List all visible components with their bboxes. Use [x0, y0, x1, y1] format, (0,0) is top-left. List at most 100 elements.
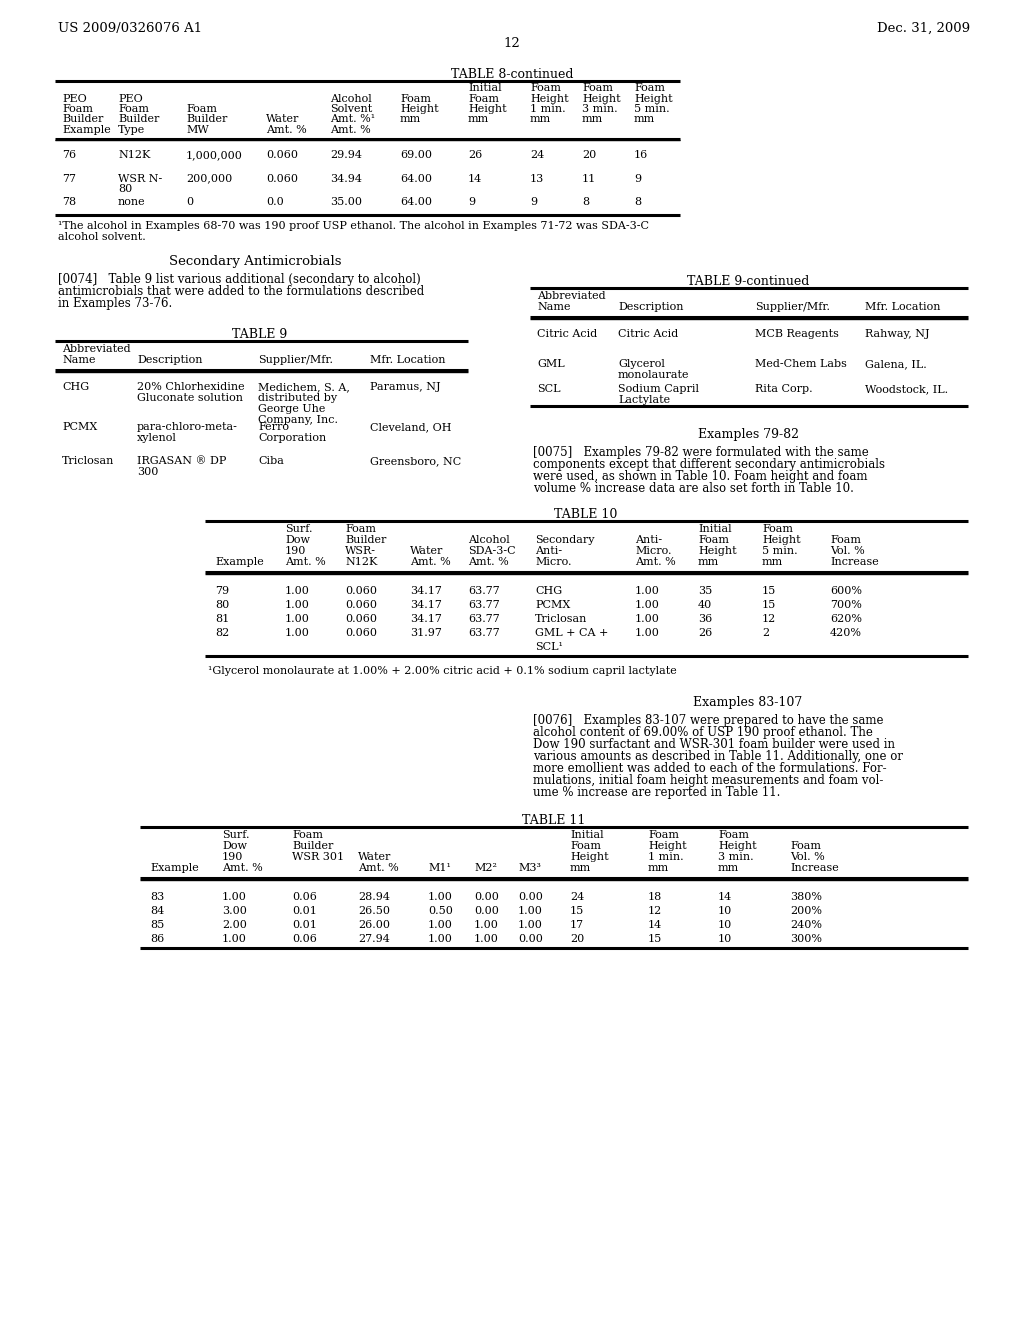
Text: 26.00: 26.00: [358, 920, 390, 931]
Text: Vol. %: Vol. %: [830, 546, 864, 556]
Text: 700%: 700%: [830, 601, 862, 610]
Text: George Uhe: George Uhe: [258, 404, 326, 414]
Text: 0.00: 0.00: [474, 907, 499, 916]
Text: mm: mm: [468, 115, 489, 124]
Text: 79: 79: [215, 586, 229, 597]
Text: 85: 85: [150, 920, 164, 931]
Text: Foam: Foam: [292, 830, 323, 841]
Text: 0.00: 0.00: [518, 935, 543, 944]
Text: mm: mm: [762, 557, 783, 568]
Text: 0.060: 0.060: [266, 150, 298, 161]
Text: US 2009/0326076 A1: US 2009/0326076 A1: [58, 22, 202, 36]
Text: TABLE 9-continued: TABLE 9-continued: [687, 275, 809, 288]
Text: SCL: SCL: [537, 384, 560, 395]
Text: 14: 14: [718, 892, 732, 902]
Text: Dow: Dow: [222, 841, 247, 851]
Text: Foam: Foam: [530, 83, 561, 92]
Text: alcohol solvent.: alcohol solvent.: [58, 232, 145, 242]
Text: 600%: 600%: [830, 586, 862, 597]
Text: TABLE 10: TABLE 10: [554, 508, 617, 521]
Text: 200%: 200%: [790, 907, 822, 916]
Text: SDA-3-C: SDA-3-C: [468, 546, 516, 556]
Text: 76: 76: [62, 150, 76, 161]
Text: Example: Example: [215, 557, 264, 568]
Text: 200,000: 200,000: [186, 174, 232, 183]
Text: 20: 20: [582, 150, 596, 161]
Text: 31.97: 31.97: [410, 628, 442, 638]
Text: Foam: Foam: [790, 841, 821, 851]
Text: Ferro: Ferro: [258, 422, 289, 432]
Text: Amt. %: Amt. %: [468, 557, 509, 568]
Text: Increase: Increase: [790, 863, 839, 874]
Text: Builder: Builder: [62, 115, 103, 124]
Text: mm: mm: [634, 115, 655, 124]
Text: Galena, IL.: Galena, IL.: [865, 359, 927, 370]
Text: Supplier/Mfr.: Supplier/Mfr.: [258, 355, 333, 366]
Text: Height: Height: [530, 94, 568, 103]
Text: Supplier/Mfr.: Supplier/Mfr.: [755, 302, 830, 313]
Text: Initial: Initial: [468, 83, 502, 92]
Text: 63.77: 63.77: [468, 628, 500, 638]
Text: 1,000,000: 1,000,000: [186, 150, 243, 161]
Text: 1.00: 1.00: [635, 614, 659, 624]
Text: 0.06: 0.06: [292, 892, 316, 902]
Text: mm: mm: [400, 115, 421, 124]
Text: Dec. 31, 2009: Dec. 31, 2009: [877, 22, 970, 36]
Text: Foam: Foam: [718, 830, 749, 841]
Text: 27.94: 27.94: [358, 935, 390, 944]
Text: Surf.: Surf.: [222, 830, 250, 841]
Text: 1.00: 1.00: [428, 920, 453, 931]
Text: Citric Acid: Citric Acid: [537, 329, 597, 339]
Text: Amt. %: Amt. %: [358, 863, 398, 874]
Text: Height: Height: [400, 104, 438, 114]
Text: 1.00: 1.00: [474, 935, 499, 944]
Text: Water: Water: [266, 115, 299, 124]
Text: Gluconate solution: Gluconate solution: [137, 393, 243, 403]
Text: 0.060: 0.060: [345, 586, 377, 597]
Text: para-chloro-meta-: para-chloro-meta-: [137, 422, 238, 432]
Text: Dow: Dow: [285, 535, 310, 545]
Text: 35: 35: [698, 586, 713, 597]
Text: Examples 83-107: Examples 83-107: [693, 696, 803, 709]
Text: 0.01: 0.01: [292, 907, 316, 916]
Text: [0074]   Table 9 list various additional (secondary to alcohol): [0074] Table 9 list various additional (…: [58, 273, 421, 286]
Text: xylenol: xylenol: [137, 433, 177, 444]
Text: various amounts as described in Table 11. Additionally, one or: various amounts as described in Table 11…: [534, 750, 903, 763]
Text: 620%: 620%: [830, 614, 862, 624]
Text: 84: 84: [150, 907, 164, 916]
Text: Initial: Initial: [698, 524, 731, 535]
Text: 1.00: 1.00: [285, 614, 310, 624]
Text: 1.00: 1.00: [222, 935, 247, 944]
Text: Sodium Capril: Sodium Capril: [618, 384, 699, 395]
Text: 9: 9: [634, 174, 641, 183]
Text: Corporation: Corporation: [258, 433, 327, 444]
Text: 5 min.: 5 min.: [762, 546, 798, 556]
Text: 3 min.: 3 min.: [582, 104, 617, 114]
Text: 10: 10: [718, 907, 732, 916]
Text: volume % increase data are also set forth in Table 10.: volume % increase data are also set fort…: [534, 482, 854, 495]
Text: 80: 80: [118, 183, 132, 194]
Text: Company, Inc.: Company, Inc.: [258, 416, 338, 425]
Text: Triclosan: Triclosan: [535, 614, 588, 624]
Text: Alcohol: Alcohol: [468, 535, 510, 545]
Text: 0: 0: [186, 197, 194, 207]
Text: Rahway, NJ: Rahway, NJ: [865, 329, 930, 339]
Text: mulations, initial foam height measurements and foam vol-: mulations, initial foam height measureme…: [534, 775, 884, 787]
Text: antimicrobials that were added to the formulations described: antimicrobials that were added to the fo…: [58, 285, 424, 298]
Text: Abbreviated: Abbreviated: [62, 345, 131, 354]
Text: Surf.: Surf.: [285, 524, 312, 535]
Text: 26.50: 26.50: [358, 907, 390, 916]
Text: Medichem, S. A,: Medichem, S. A,: [258, 383, 350, 392]
Text: Examples 79-82: Examples 79-82: [697, 428, 799, 441]
Text: Example: Example: [150, 863, 199, 874]
Text: Description: Description: [618, 302, 683, 313]
Text: mm: mm: [582, 115, 603, 124]
Text: 83: 83: [150, 892, 164, 902]
Text: 12: 12: [504, 37, 520, 50]
Text: Secondary Antimicrobials: Secondary Antimicrobials: [169, 255, 341, 268]
Text: 1.00: 1.00: [222, 892, 247, 902]
Text: Med-Chem Labs: Med-Chem Labs: [755, 359, 847, 370]
Text: Mfr. Location: Mfr. Location: [370, 355, 445, 366]
Text: 1.00: 1.00: [428, 935, 453, 944]
Text: more emollient was added to each of the formulations. For-: more emollient was added to each of the …: [534, 762, 887, 775]
